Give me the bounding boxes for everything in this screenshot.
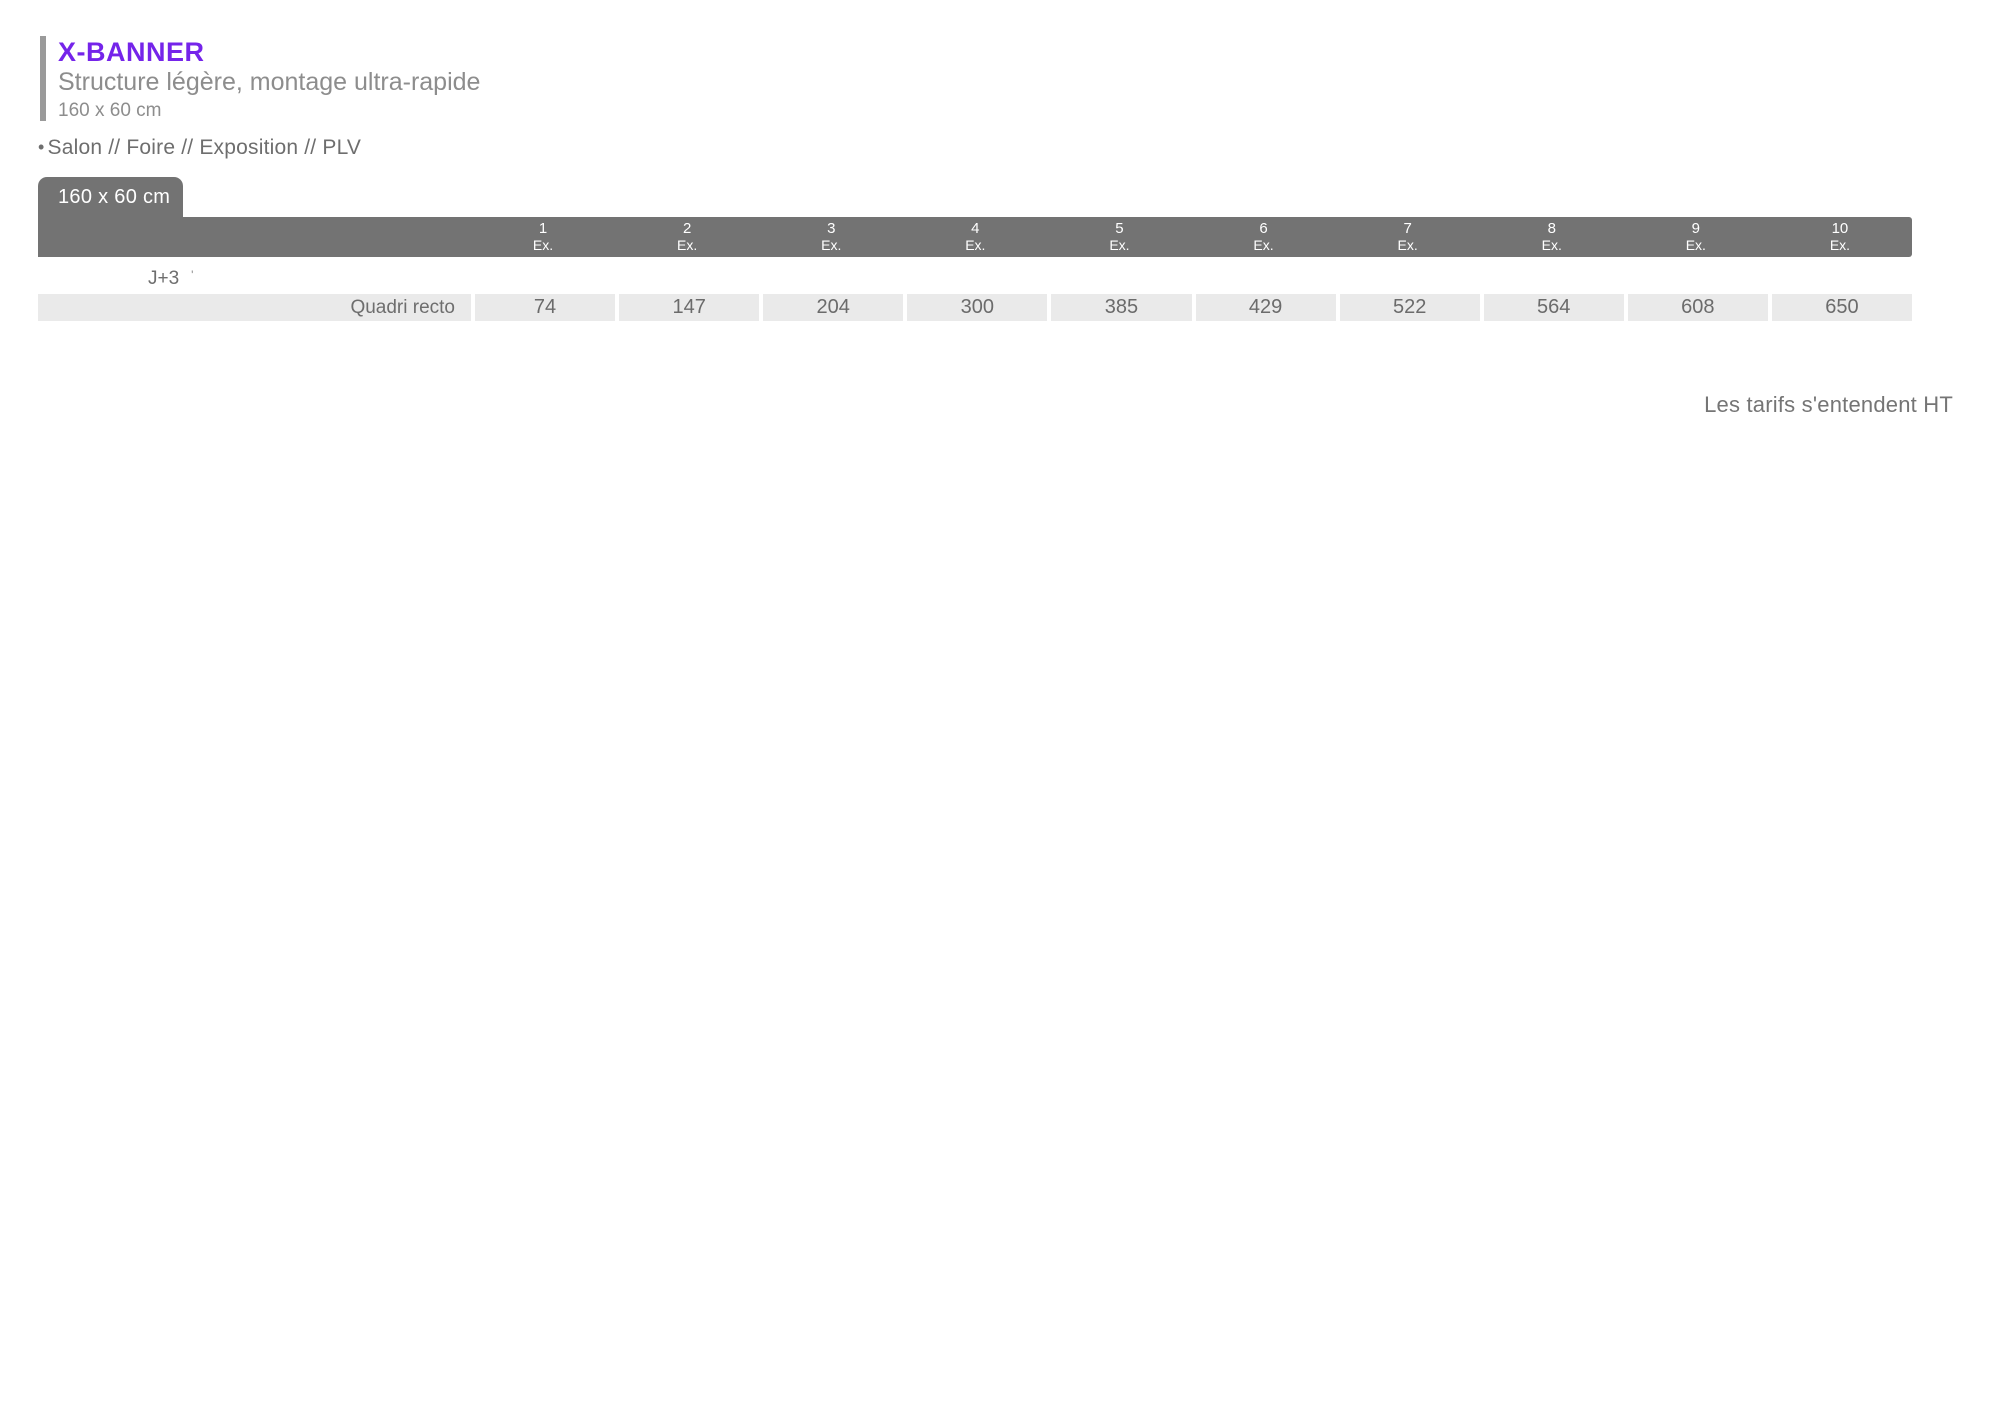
qty-unit: Ex. [1541,236,1562,253]
product-size: 160 x 60 cm [58,99,162,121]
qty-value: 8 [1547,220,1556,238]
qty-unit: Ex. [1253,236,1274,253]
price-cell-2: 147 [615,294,760,321]
header-qty-6: 6 Ex. [1192,217,1336,257]
header-qty-3: 3 Ex. [759,217,903,257]
price-cell-5: 385 [1047,294,1192,321]
price-cell-9: 608 [1623,294,1768,321]
header-qty-4: 4 Ex. [903,217,1047,257]
bullet-icon: • [38,137,45,157]
qty-value: 1 [538,220,548,238]
tab-size-160x60[interactable]: 160 x 60 cm [38,177,183,218]
price-cell-7: 522 [1335,294,1480,321]
row-label: Quadri recto [38,294,471,321]
price-cell-6: 429 [1191,294,1336,321]
product-header-text: X-BANNER Structure légère, montage ultra… [58,36,480,121]
qty-unit: Ex. [677,236,698,253]
delivery-footnote-mark: ' [191,268,194,282]
product-tags-text: Salon // Foire // Exposition // PLV [47,136,362,159]
qty-unit: Ex. [965,236,986,253]
qty-value: 5 [1115,220,1124,238]
header-qty-9: 9 Ex. [1624,217,1768,257]
price-cell-10: 650 [1767,294,1912,321]
product-header: X-BANNER Structure légère, montage ultra… [40,36,480,121]
price-table-header: 1 Ex. 2 Ex. 3 Ex. 4 Ex. 5 Ex. 6 Ex. [38,217,1912,257]
table-row-quadri-recto: Quadri recto 74 147 204 300 385 429 522 … [38,294,1912,321]
product-title: X-BANNER [58,37,205,67]
qty-unit: Ex. [1397,236,1418,253]
price-cell-8: 564 [1479,294,1624,321]
qty-value: 4 [971,220,980,238]
qty-value: 10 [1831,220,1849,238]
product-subtitle: Structure légère, montage ultra-rapide [58,68,481,97]
qty-unit: Ex. [1829,236,1851,253]
header-label-spacer [38,217,471,257]
price-cell-1: 74 [471,294,616,321]
qty-unit: Ex. [821,236,842,253]
header-qty-1: 1 Ex. [471,217,615,257]
header-qty-7: 7 Ex. [1336,217,1480,257]
qty-unit: Ex. [1109,236,1130,253]
qty-value: 3 [827,220,836,238]
accent-bar [40,36,46,121]
header-qty-5: 5 Ex. [1047,217,1191,257]
header-qty-8: 8 Ex. [1480,217,1624,257]
pricing-note: Les tarifs s'entendent HT [1704,392,1953,417]
header-qty-2: 2 Ex. [615,217,759,257]
header-qty-10: 10 Ex. [1768,217,1912,257]
qty-value: 9 [1691,220,1701,238]
price-table: 1 Ex. 2 Ex. 3 Ex. 4 Ex. 5 Ex. 6 Ex. [38,217,1912,321]
qty-unit: Ex. [1685,236,1706,253]
qty-value: 6 [1259,220,1268,238]
product-tags: • Salon // Foire // Exposition // PLV [38,136,361,160]
delivery-row: J+3 ' [38,268,1912,290]
delivery-time: J+3 [148,268,180,289]
qty-value: 7 [1403,220,1412,238]
price-cell-4: 300 [903,294,1048,321]
qty-unit: Ex. [532,236,554,253]
qty-value: 2 [682,220,692,238]
price-cell-3: 204 [759,294,904,321]
